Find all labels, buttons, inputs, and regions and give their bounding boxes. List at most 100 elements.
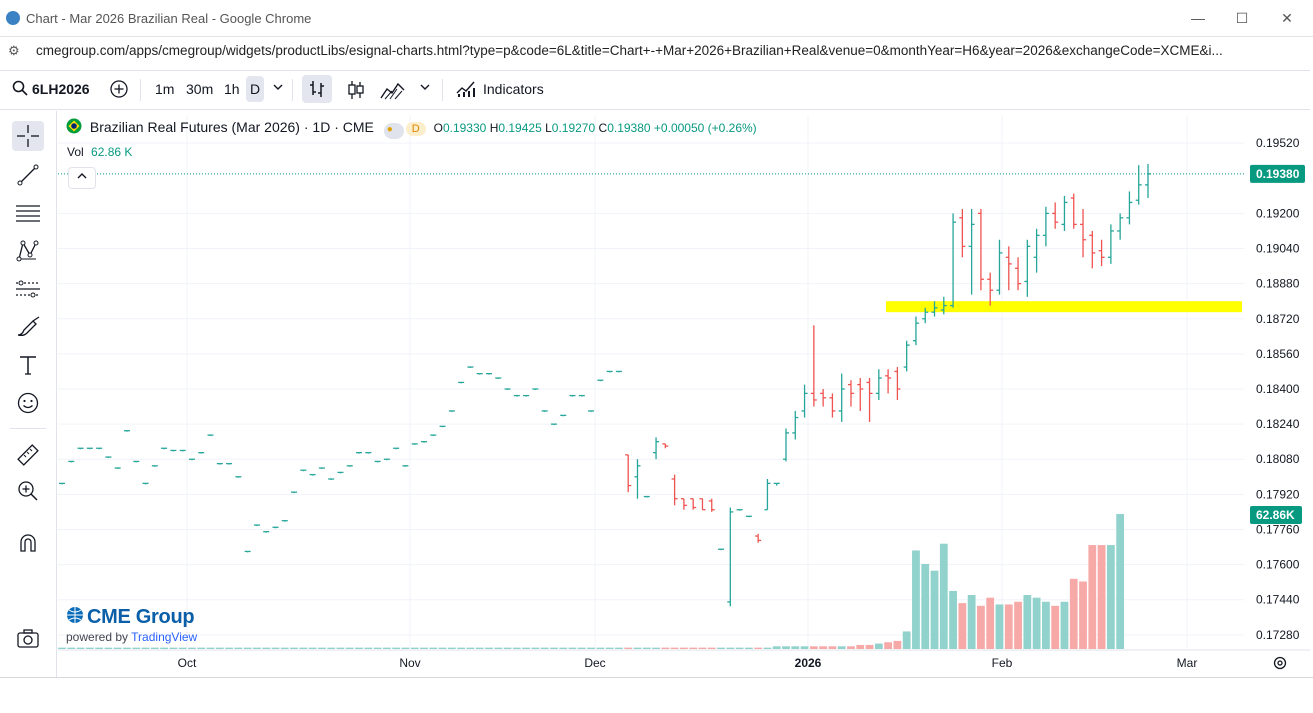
site-info-icon[interactable]: ⚙ (8, 43, 20, 58)
bars-style-icon[interactable] (302, 75, 332, 103)
ohlc-bar (727, 507, 734, 607)
collapse-legend-button[interactable] (68, 167, 96, 189)
text-icon[interactable] (12, 350, 44, 380)
interval-1m[interactable]: 1m (155, 81, 175, 97)
interval-30m[interactable]: 30m (186, 81, 214, 97)
ohlc-bar (1033, 228, 1040, 273)
volume-bar (1088, 545, 1097, 649)
volume-bar (874, 643, 883, 649)
volume-bar (624, 647, 633, 649)
volume-bar (958, 603, 967, 649)
volume-bar (76, 647, 85, 649)
ohlc-bar (560, 414, 567, 417)
volume-bar (225, 647, 233, 649)
interval-dropdown-chevron-down-icon[interactable] (272, 79, 284, 98)
volume-bar (253, 647, 261, 649)
volume-bar (169, 647, 178, 649)
tradingview-link[interactable]: TradingView (131, 630, 198, 644)
volume-bar (568, 647, 577, 649)
volume-bar (150, 647, 159, 649)
volume-bar (280, 647, 289, 649)
volume-bar (605, 647, 614, 649)
ohlc-bar (244, 550, 251, 553)
time-tick-label: Nov (399, 656, 420, 670)
ohlc-bar (365, 452, 372, 454)
add-symbol-icon[interactable] (109, 79, 129, 102)
ohlc-bar (1024, 239, 1031, 297)
volume-bar (1051, 605, 1060, 649)
search-icon[interactable] (12, 80, 28, 99)
low-value: 0.19270 (551, 121, 596, 135)
symbol-search[interactable]: 6LH2026 (32, 81, 90, 97)
ohlc-bars (59, 164, 1151, 607)
volume-bar (494, 647, 503, 649)
close-button[interactable]: ✕ (1281, 10, 1293, 26)
trend-line-icon[interactable] (12, 160, 44, 190)
chart-toolbar: 6LH2026 1m 30m 1h D Indicators (0, 70, 1310, 110)
volume-bar (772, 646, 781, 649)
window-title: Chart - Mar 2026 Brazilian Real - Google… (26, 11, 312, 26)
ohlc-bar (1070, 193, 1077, 229)
fib-retracement-icon[interactable] (12, 198, 44, 228)
ohlc-bar (123, 430, 130, 432)
ohlc-bar (569, 394, 576, 397)
ohlc-bar (523, 394, 530, 397)
ohlc-bar (977, 209, 984, 291)
brush-icon[interactable] (12, 312, 44, 342)
ohlc-bar (578, 394, 585, 397)
emoji-icon[interactable] (12, 388, 44, 418)
url-text[interactable]: cmegroup.com/apps/cmegroup/widgets/produ… (36, 43, 1223, 58)
volume-bar (317, 647, 326, 649)
magnet-icon[interactable] (12, 528, 44, 558)
volume-bar (986, 597, 995, 649)
volume-bar (345, 647, 354, 649)
area-style-icon[interactable] (380, 79, 406, 104)
volume-bar (828, 646, 837, 649)
camera-icon[interactable] (12, 623, 44, 653)
ohlc-bar (1080, 209, 1087, 258)
candles-style-icon[interactable] (346, 79, 366, 104)
price-chart[interactable]: 0.19520 0.19200 0.19040 0.18880 0.18720 0.185… (58, 111, 1310, 677)
ohlc-bar (226, 462, 233, 465)
ohlc-bar (1107, 224, 1114, 264)
ohlc-bar (801, 384, 808, 418)
gear-icon[interactable] (1272, 655, 1288, 676)
address-bar[interactable]: ⚙ cmegroup.com/apps/cmegroup/widgets/pro… (0, 37, 1313, 65)
interval-1h[interactable]: 1h (224, 81, 240, 97)
volume-bar (633, 647, 642, 649)
chart-type-chevron-down-icon[interactable] (419, 79, 431, 98)
zoom-in-icon[interactable] (12, 476, 44, 506)
prediction-icon[interactable] (12, 274, 44, 304)
volume-bar (930, 570, 939, 649)
cme-branding[interactable]: CME Group powered by TradingView (66, 606, 197, 644)
volume-bar (679, 647, 688, 649)
price-tick-label: 0.18560 (1256, 347, 1300, 361)
ohlc-bar (922, 307, 929, 324)
minimize-button[interactable]: — (1191, 10, 1205, 26)
volume-bar (1116, 514, 1125, 649)
ohlc-bar (337, 471, 344, 474)
ohlc-bar (866, 378, 873, 422)
ohlc-bar (421, 441, 427, 443)
volume-value: 62.86 K (91, 145, 133, 159)
ruler-icon[interactable] (12, 440, 44, 470)
volume-bar (141, 647, 150, 649)
ohlc-bar (318, 467, 325, 470)
maximize-button[interactable]: ☐ (1235, 10, 1249, 26)
ohlc-bar (1015, 257, 1022, 291)
volume-bar (791, 646, 800, 649)
volume-bar (1079, 581, 1087, 649)
ohlc-bar (783, 428, 789, 462)
volume-bar (104, 647, 113, 649)
last-price-badge (1250, 164, 1305, 183)
interval-d[interactable]: D (246, 76, 265, 102)
pattern-icon[interactable] (12, 236, 44, 266)
crosshair-icon[interactable] (12, 121, 44, 151)
indicators-icon[interactable] (455, 79, 477, 102)
symbol-title[interactable]: Brazilian Real Futures (Mar 2026) · 1D ·… (89, 119, 374, 135)
time-tick-label: 2026 (795, 656, 822, 670)
ohlc-bar (1135, 165, 1142, 205)
indicators-button[interactable]: Indicators (483, 81, 544, 97)
ohlc-bar (411, 443, 418, 445)
ohlc-bar (773, 482, 780, 486)
